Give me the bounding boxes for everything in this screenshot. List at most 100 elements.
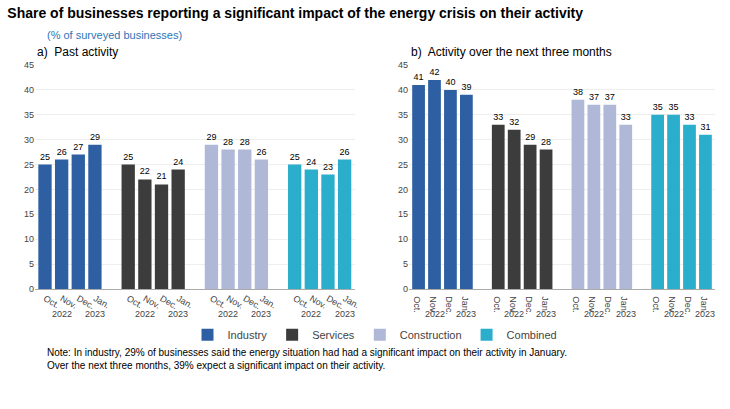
svg-text:Dec.: Dec.	[325, 293, 346, 311]
svg-text:40: 40	[24, 85, 34, 95]
svg-text:10: 10	[24, 234, 34, 244]
svg-text:Dec.: Dec.	[241, 293, 262, 311]
svg-text:Dec.: Dec.	[683, 296, 693, 315]
svg-text:37: 37	[589, 92, 599, 102]
svg-text:0: 0	[29, 284, 34, 294]
svg-text:Construction: Construction	[400, 329, 462, 341]
svg-text:Oct.: Oct.	[125, 293, 144, 310]
svg-text:2023: 2023	[168, 309, 188, 319]
svg-text:Note: In industry, 29% of busi: Note: In industry, 29% of businesses sai…	[47, 347, 567, 371]
svg-text:37: 37	[605, 92, 615, 102]
svg-text:39: 39	[461, 82, 471, 92]
svg-text:Oct.: Oct.	[291, 293, 310, 310]
svg-text:Dec.: Dec.	[75, 293, 96, 311]
svg-text:Jan.: Jan.	[540, 296, 550, 313]
svg-text:23: 23	[323, 162, 333, 172]
svg-text:2022: 2022	[425, 309, 445, 319]
svg-text:33: 33	[684, 112, 694, 122]
svg-text:2023: 2023	[536, 309, 556, 319]
svg-text:33: 33	[493, 112, 503, 122]
svg-text:33: 33	[621, 112, 631, 122]
svg-text:41: 41	[414, 72, 424, 82]
svg-text:20: 20	[24, 185, 34, 195]
svg-text:35: 35	[653, 102, 663, 112]
svg-text:35: 35	[24, 110, 34, 120]
svg-text:25: 25	[24, 160, 34, 170]
svg-text:2023: 2023	[616, 309, 636, 319]
svg-text:27: 27	[73, 142, 83, 152]
svg-text:30: 30	[24, 135, 34, 145]
svg-text:25: 25	[398, 160, 408, 170]
svg-text:40: 40	[398, 85, 408, 95]
svg-text:Oct.: Oct.	[412, 296, 422, 313]
svg-text:20: 20	[398, 185, 408, 195]
svg-text:b) Activity over the next thr: b) Activity over the next three months	[411, 45, 612, 59]
svg-text:Jan.: Jan.	[699, 296, 709, 313]
svg-text:Combined: Combined	[507, 329, 557, 341]
svg-text:15: 15	[398, 209, 408, 219]
svg-text:a) Past activity: a) Past activity	[37, 45, 118, 59]
svg-text:Oct.: Oct.	[42, 293, 61, 310]
svg-text:Jan.: Jan.	[175, 293, 195, 310]
svg-text:Jan.: Jan.	[341, 293, 361, 310]
svg-text:2022: 2022	[504, 309, 524, 319]
svg-text:22: 22	[140, 166, 150, 176]
svg-text:26: 26	[256, 147, 266, 157]
svg-text:24: 24	[306, 157, 316, 167]
svg-text:Dec.: Dec.	[524, 296, 534, 315]
svg-text:Services: Services	[312, 329, 355, 341]
svg-text:25: 25	[40, 152, 50, 162]
svg-text:24: 24	[173, 157, 183, 167]
svg-text:38: 38	[573, 87, 583, 97]
svg-text:Oct.: Oct.	[208, 293, 227, 310]
svg-text:Jan.: Jan.	[619, 296, 629, 313]
svg-text:0: 0	[403, 284, 408, 294]
svg-text:35: 35	[669, 102, 679, 112]
svg-text:40: 40	[445, 77, 455, 87]
svg-text:2022: 2022	[664, 309, 684, 319]
svg-text:29: 29	[525, 132, 535, 142]
svg-text:29: 29	[206, 132, 216, 142]
svg-text:2023: 2023	[251, 309, 271, 319]
svg-text:30: 30	[398, 135, 408, 145]
svg-text:21: 21	[157, 171, 167, 181]
svg-text:26: 26	[340, 147, 350, 157]
svg-text:Nov.: Nov.	[142, 293, 162, 311]
svg-text:2023: 2023	[695, 309, 715, 319]
svg-text:(% of surveyed businesses): (% of surveyed businesses)	[47, 29, 182, 41]
svg-text:45: 45	[24, 60, 34, 70]
svg-text:Nov.: Nov.	[308, 293, 328, 311]
svg-text:Dec.: Dec.	[603, 296, 613, 315]
svg-text:2023: 2023	[335, 309, 355, 319]
svg-text:10: 10	[398, 234, 408, 244]
svg-text:Oct.: Oct.	[651, 296, 661, 313]
svg-text:2022: 2022	[135, 309, 155, 319]
svg-text:Industry: Industry	[228, 329, 268, 341]
svg-text:2022: 2022	[301, 309, 321, 319]
svg-text:2023: 2023	[456, 309, 476, 319]
svg-text:35: 35	[398, 110, 408, 120]
svg-text:5: 5	[403, 259, 408, 269]
svg-text:2023: 2023	[85, 309, 105, 319]
svg-text:Share of businesses reporting: Share of businesses reporting a signific…	[7, 5, 583, 21]
svg-text:2022: 2022	[584, 309, 604, 319]
svg-text:28: 28	[223, 137, 233, 147]
svg-text:Jan.: Jan.	[460, 296, 470, 313]
svg-text:26: 26	[57, 147, 67, 157]
svg-text:5: 5	[29, 259, 34, 269]
svg-text:2022: 2022	[218, 309, 238, 319]
svg-text:Nov.: Nov.	[225, 293, 245, 311]
svg-text:Nov.: Nov.	[428, 296, 438, 314]
svg-text:15: 15	[24, 209, 34, 219]
svg-text:32: 32	[509, 117, 519, 127]
svg-text:Jan.: Jan.	[258, 293, 278, 310]
svg-text:45: 45	[398, 60, 408, 70]
svg-text:Nov.: Nov.	[58, 293, 78, 311]
svg-text:Jan.: Jan.	[92, 293, 112, 310]
svg-text:Dec.: Dec.	[158, 293, 179, 311]
svg-text:Nov.: Nov.	[508, 296, 518, 314]
svg-text:31: 31	[700, 122, 710, 132]
svg-text:42: 42	[429, 67, 439, 77]
svg-text:2022: 2022	[52, 309, 72, 319]
svg-text:28: 28	[541, 137, 551, 147]
